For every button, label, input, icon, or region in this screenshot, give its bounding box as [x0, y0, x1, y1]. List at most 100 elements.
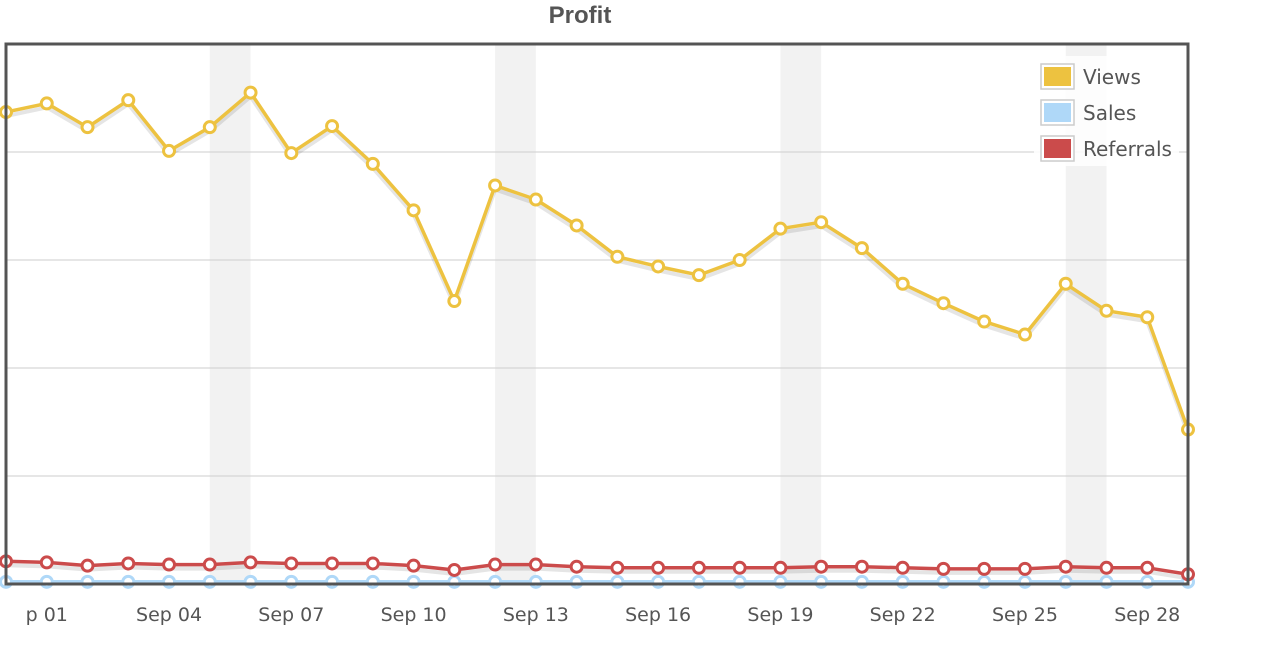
point-sales-sep-15[interactable]	[610, 574, 625, 589]
point-sales-sep-13[interactable]	[528, 574, 543, 589]
point-sales-sep-18[interactable]	[732, 574, 747, 589]
point-views-sep-01[interactable]	[39, 96, 54, 111]
point-views-sep-16[interactable]	[651, 259, 666, 274]
point-sales-sep-10[interactable]	[406, 574, 421, 589]
point-sales-sep-01[interactable]	[39, 574, 54, 589]
legend: Views Sales Referrals	[1034, 56, 1179, 166]
point-sales-sep-26[interactable]	[1058, 574, 1073, 589]
point-sales-sep-22[interactable]	[895, 574, 910, 589]
point-referrals-sep-09[interactable]	[365, 556, 380, 571]
point-sales-sep-25[interactable]	[1017, 574, 1032, 589]
point-referrals-sep-05[interactable]	[202, 557, 217, 572]
point-views-sep-27[interactable]	[1099, 303, 1114, 318]
point-views-sep-07[interactable]	[284, 146, 299, 161]
point-views-sep-20[interactable]	[814, 215, 829, 230]
point-views-sep-13[interactable]	[528, 192, 543, 207]
point-sales-sep-20[interactable]	[814, 574, 829, 589]
point-sales-sep-03[interactable]	[121, 574, 136, 589]
point-views-sep-05[interactable]	[202, 120, 217, 135]
x-tick-label-6: Sep 16	[625, 604, 691, 626]
series-layer	[0, 85, 1195, 589]
point-sales-sep-07[interactable]	[284, 574, 299, 589]
point-referrals-sep-16[interactable]	[651, 560, 666, 575]
point-views-sep-08[interactable]	[325, 119, 340, 134]
point-sales-sep-04[interactable]	[162, 574, 177, 589]
point-referrals-sep-17[interactable]	[691, 560, 706, 575]
point-views-sep-10[interactable]	[406, 203, 421, 218]
point-views-sep-18[interactable]	[732, 253, 747, 267]
point-views-sep-15[interactable]	[610, 249, 625, 264]
point-referrals-sep-15[interactable]	[610, 560, 625, 575]
point-views-sep-23[interactable]	[936, 296, 951, 311]
point-referrals-sep-11[interactable]	[447, 562, 462, 577]
point-views-sep-11[interactable]	[447, 294, 462, 309]
x-tick-label-1: p 01	[26, 604, 68, 626]
point-sales-sep-16[interactable]	[651, 574, 666, 589]
point-referrals-sep-14[interactable]	[569, 559, 584, 574]
point-views-sep-12[interactable]	[488, 178, 503, 193]
weekend-band-3	[780, 44, 822, 584]
point-sales-sep-06[interactable]	[243, 574, 258, 589]
point-referrals-sep-23[interactable]	[936, 561, 951, 576]
point-sales-sep-17[interactable]	[691, 574, 706, 589]
x-tick-label-7: Sep 19	[747, 604, 813, 626]
point-views-sep-25[interactable]	[1017, 327, 1032, 342]
point-referrals-sep-07[interactable]	[284, 556, 299, 571]
point-referrals-sep-10[interactable]	[406, 558, 421, 573]
point-referrals-sep-13[interactable]	[528, 557, 543, 572]
weekend-band-2	[495, 44, 536, 584]
series-sales	[0, 574, 1195, 589]
point-referrals-sep-03[interactable]	[121, 556, 136, 571]
point-sales-sep-11[interactable]	[447, 574, 462, 589]
legend-label-referrals: Referrals	[1083, 137, 1172, 161]
point-views-sep-22[interactable]	[895, 276, 910, 291]
point-referrals-sep-12[interactable]	[488, 557, 503, 572]
point-views-sep-14[interactable]	[569, 218, 584, 233]
point-referrals-sep-26[interactable]	[1058, 559, 1073, 574]
point-views-sep-09[interactable]	[365, 156, 380, 171]
point-referrals-sep-19[interactable]	[773, 560, 788, 575]
point-sales-sep-21[interactable]	[854, 574, 869, 589]
x-tick-label-2: Sep 04	[136, 604, 202, 626]
point-referrals-sep-04[interactable]	[162, 557, 177, 572]
point-referrals-sep-08[interactable]	[325, 556, 340, 571]
point-sales-sep-12[interactable]	[488, 574, 503, 589]
point-referrals-sep-01[interactable]	[39, 555, 54, 570]
point-sales-sep-28[interactable]	[1140, 574, 1155, 589]
point-views-sep-21[interactable]	[854, 241, 869, 256]
x-tick-label-10: Sep 28	[1114, 604, 1180, 626]
point-views-sep-28[interactable]	[1140, 310, 1155, 325]
point-sales-sep-05[interactable]	[202, 574, 217, 589]
point-referrals-sep-02[interactable]	[80, 558, 95, 573]
legend-swatch-referrals	[1044, 139, 1071, 158]
point-referrals-sep-25[interactable]	[1017, 561, 1032, 576]
point-referrals-sep-21[interactable]	[854, 559, 869, 574]
point-referrals-sep-18[interactable]	[732, 560, 747, 575]
point-sales-sep-24[interactable]	[977, 574, 992, 589]
weekend-band-1	[209, 44, 251, 584]
point-referrals-sep-06[interactable]	[243, 555, 258, 570]
x-tick-label-9: Sep 25	[992, 604, 1058, 626]
point-sales-sep-14[interactable]	[569, 574, 584, 589]
point-sales-sep-08[interactable]	[325, 574, 340, 589]
point-views-sep-24[interactable]	[977, 314, 992, 329]
point-sales-sep-02[interactable]	[80, 574, 95, 589]
point-referrals-sep-20[interactable]	[814, 559, 829, 574]
point-referrals-sep-27[interactable]	[1099, 560, 1114, 575]
point-sales-sep-19[interactable]	[773, 574, 788, 589]
point-referrals-sep-28[interactable]	[1140, 560, 1155, 575]
point-sales-sep-09[interactable]	[365, 574, 380, 589]
point-sales-sep-27[interactable]	[1099, 574, 1114, 589]
point-views-sep-26[interactable]	[1058, 276, 1073, 291]
point-views-sep-19[interactable]	[773, 221, 788, 236]
point-views-sep-06[interactable]	[243, 85, 258, 100]
series-views	[0, 85, 1195, 437]
point-views-sep-17[interactable]	[691, 268, 706, 283]
point-sales-sep-23[interactable]	[936, 574, 951, 589]
legend-swatch-views	[1044, 67, 1071, 86]
point-views-sep-04[interactable]	[162, 143, 177, 158]
point-referrals-sep-22[interactable]	[895, 560, 910, 575]
point-views-sep-03[interactable]	[121, 93, 136, 108]
point-views-sep-02[interactable]	[80, 120, 95, 135]
point-referrals-sep-24[interactable]	[977, 561, 992, 576]
